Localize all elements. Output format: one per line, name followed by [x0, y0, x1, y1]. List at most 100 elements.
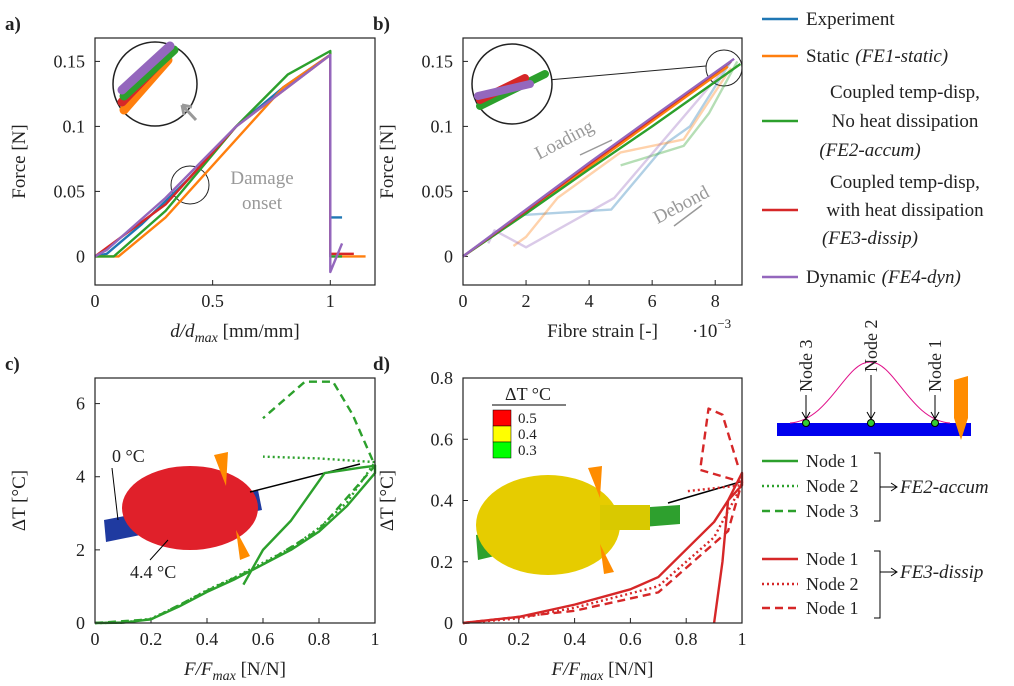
y-tick-label: 0 [76, 246, 85, 266]
plot-series [462, 57, 742, 258]
x-axis-label-part: d/d [170, 321, 195, 342]
annotation: Loading [532, 116, 598, 165]
data-line [462, 483, 744, 625]
y-tick-label: 0.15 [54, 51, 86, 71]
profile [789, 361, 951, 424]
node [931, 419, 939, 427]
x-tick-label: 6 [648, 291, 657, 311]
legend-label: Dynamic (FE4-dyn) [806, 267, 961, 288]
legend-tag: (FE3-dissip) [822, 228, 918, 249]
x-tick-label: 0.2 [508, 629, 531, 649]
x-tick-label: 0.4 [196, 629, 219, 649]
connector [547, 65, 707, 81]
y-tick-label: 0.05 [54, 181, 86, 201]
y-tick-label: 0.1 [63, 116, 86, 136]
panel-label: b) [373, 14, 390, 35]
x-axis-label-part: [mm/mm] [218, 321, 300, 342]
y-tick-label: 0.2 [431, 552, 454, 572]
brace [874, 550, 898, 619]
data-line [462, 63, 742, 258]
x-multiplier: ·10−3 [692, 316, 731, 342]
blade [954, 376, 968, 440]
node-label: Node 1 [925, 340, 945, 393]
x-tick-label: 4 [585, 291, 594, 311]
zoom-stroke [119, 45, 179, 101]
annotation: Damage [230, 168, 293, 189]
zoom-stroke [474, 80, 534, 100]
y-axis-label: Force [N] [377, 124, 398, 198]
panel-label: d) [373, 354, 390, 375]
brace [874, 452, 898, 522]
pointer [111, 467, 119, 521]
zoom-strokes [474, 70, 549, 110]
legend-text: Static [806, 46, 849, 67]
pointer [667, 481, 741, 504]
x-axis-label-part: max [195, 331, 219, 346]
legend-label: with heat dissipation [826, 200, 984, 221]
x-axis-label-part: max [213, 669, 237, 684]
panel-label: a) [5, 14, 21, 35]
y-axis-label: ΔT [°C] [9, 470, 30, 531]
x-tick-label: 0 [459, 291, 468, 311]
annotation: onset [242, 193, 283, 214]
panel-label: c) [5, 354, 20, 375]
colorbar-label: 0.5 [518, 411, 537, 427]
x-tick-label: 0.4 [563, 629, 586, 649]
legend-label: Coupled temp-disp, [830, 172, 980, 193]
colorbar-swatch [492, 425, 512, 443]
x-tick-label: 0 [459, 629, 468, 649]
data-line [462, 57, 735, 258]
legend-model: FE2-accum [899, 477, 989, 498]
legend-text: Dynamic [806, 267, 876, 288]
y-tick-label: 0.1 [431, 116, 454, 136]
x-axis-label-part: [N/N] [603, 659, 653, 680]
x-multiplier-exp: −3 [717, 316, 731, 331]
zoom-strokes [117, 41, 179, 115]
x-tick-label: 0 [91, 629, 100, 649]
droplet [122, 466, 258, 550]
legend-label: Node 1 [806, 598, 859, 618]
data-line [462, 471, 744, 625]
x-axis-label: d/dmax [mm/mm] [170, 321, 299, 346]
arrow [579, 139, 613, 156]
legend-label: Experiment [806, 9, 895, 30]
x-tick-label: 2 [522, 291, 531, 311]
data-line [94, 380, 377, 625]
legend-label: Node 3 [806, 501, 859, 521]
x-tick-label: 0.6 [252, 629, 275, 649]
plot-frame [462, 37, 743, 286]
y-tick-label: 6 [76, 394, 85, 414]
colorbar-label: 0.4 [518, 427, 537, 443]
blade [588, 466, 602, 498]
legend-label: Node 2 [806, 476, 859, 496]
x-tick-label: 0.2 [140, 629, 163, 649]
colorbar-title: ΔT °C [505, 384, 551, 404]
x-tick-label: 1 [326, 291, 335, 311]
annotation: 0 °C [112, 446, 145, 466]
node-label: Node 3 [796, 340, 816, 393]
x-axis-label-part: F/F [551, 659, 581, 680]
y-tick-label: 0.05 [422, 181, 454, 201]
legend-label: Static (FE1-static) [806, 46, 948, 67]
y-tick-label: 0.15 [422, 51, 454, 71]
y-tick-label: 0.4 [431, 491, 454, 511]
y-tick-label: 0.6 [431, 429, 454, 449]
data-line [94, 53, 344, 274]
node-label: Node 2 [861, 320, 881, 373]
legend-label: Coupled temp-disp, [830, 82, 980, 103]
y-tick-label: 4 [76, 467, 85, 487]
blade [214, 452, 228, 486]
x-axis-label-part: max [580, 669, 604, 684]
plot-series [94, 380, 377, 625]
annotation: 4.4 °C [130, 562, 176, 582]
meniscus [600, 505, 650, 530]
data-line [512, 67, 732, 247]
y-tick-label: 2 [76, 540, 85, 560]
x-axis-label-part: [N/N] [236, 659, 286, 680]
legend-text: Experiment [806, 9, 895, 30]
x-tick-label: 1 [371, 629, 380, 649]
annotation: Debond [650, 182, 713, 229]
x-tick-label: 8 [711, 291, 720, 311]
